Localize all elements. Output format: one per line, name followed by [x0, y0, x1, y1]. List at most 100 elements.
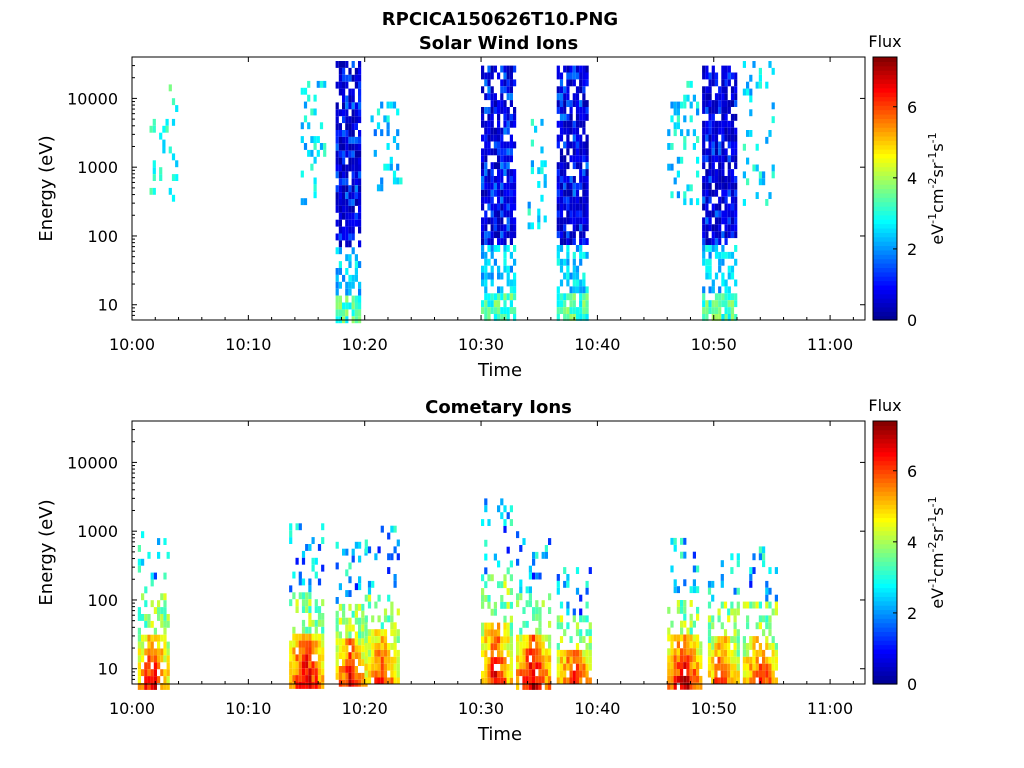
- flux-cell: [683, 101, 687, 109]
- flux-cell: [367, 594, 372, 602]
- flux-cell: [351, 666, 355, 673]
- colorbar-segment: [873, 140, 897, 146]
- y-axis-label: Energy (eV): [36, 499, 57, 605]
- flux-cell: [137, 565, 141, 573]
- flux-cell: [541, 600, 545, 608]
- flux-cell: [572, 279, 576, 287]
- flux-cell: [720, 656, 724, 664]
- flux-cell: [335, 185, 339, 193]
- flux-cell: [714, 649, 718, 657]
- flux-cell: [393, 636, 397, 643]
- flux-cell: [301, 578, 306, 586]
- flux-cell: [137, 558, 141, 566]
- flux-cell: [579, 314, 583, 321]
- flux-cell: [579, 162, 583, 170]
- flux-cell: [506, 217, 510, 225]
- flux-cell: [733, 649, 737, 657]
- colorbar-segment: [873, 543, 897, 549]
- flux-cell: [493, 553, 497, 561]
- flux-cell: [153, 634, 157, 642]
- flux-cell: [509, 650, 513, 658]
- flux-cell: [345, 178, 349, 186]
- flux-cell: [374, 649, 378, 657]
- flux-cell: [723, 656, 728, 664]
- flux-cell: [497, 560, 501, 568]
- colorbar-segment: [873, 267, 897, 273]
- flux-cell: [506, 546, 510, 554]
- flux-cell: [490, 134, 494, 142]
- colorbar-segment: [873, 477, 897, 483]
- flux-cell: [338, 268, 342, 275]
- flux-cell: [670, 537, 674, 545]
- flux-cell: [676, 101, 680, 109]
- flux-cell: [538, 669, 542, 677]
- colorbar-segment: [873, 206, 897, 212]
- flux-cell: [544, 545, 548, 552]
- flux-cell: [396, 656, 400, 664]
- flux-cell: [683, 551, 687, 559]
- flux-cell: [509, 176, 513, 183]
- flux-cell: [490, 162, 494, 170]
- flux-cell: [582, 251, 586, 259]
- flux-cell: [730, 553, 734, 561]
- flux-cell: [163, 669, 167, 677]
- colorbar-segment: [873, 679, 897, 685]
- flux-cell: [377, 546, 381, 554]
- flux-cell: [163, 600, 167, 608]
- flux-cell: [730, 169, 735, 176]
- flux-cell: [163, 538, 167, 545]
- flux-cell: [506, 141, 510, 149]
- flux-cell: [572, 79, 576, 87]
- flux-cell: [720, 649, 724, 657]
- flux-cell: [765, 663, 769, 671]
- flux-cell: [673, 537, 677, 545]
- flux-cell: [497, 224, 501, 232]
- flux-cell: [556, 100, 560, 107]
- flux-cell: [730, 210, 735, 218]
- flux-cell: [500, 670, 504, 678]
- flux-cell: [702, 293, 706, 301]
- flux-cell: [569, 72, 573, 80]
- flux-cell: [673, 662, 677, 669]
- flux-cell: [380, 629, 384, 637]
- flux-cell: [676, 641, 680, 649]
- flux-cell: [323, 143, 327, 150]
- flux-cell: [137, 607, 141, 614]
- flux-cell: [724, 107, 728, 114]
- flux-cell: [358, 130, 362, 137]
- flux-cell: [535, 634, 539, 642]
- flux-cell: [503, 300, 507, 308]
- flux-cell: [314, 626, 318, 634]
- flux-cell: [686, 648, 690, 656]
- flux-cell: [351, 624, 355, 632]
- flux-cell: [484, 643, 488, 651]
- flux-cell: [673, 177, 677, 185]
- flux-cell: [711, 127, 715, 135]
- flux-cell: [749, 580, 753, 588]
- flux-cell: [487, 196, 491, 204]
- flux-cell: [714, 189, 719, 197]
- flux-cell: [686, 129, 690, 137]
- flux-cell: [724, 93, 728, 101]
- flux-cell: [721, 314, 725, 321]
- flux-cell: [335, 247, 339, 255]
- flux-cell: [354, 143, 358, 151]
- flux-cell: [742, 61, 746, 68]
- colorbar-tick-label: 4: [907, 169, 917, 188]
- flux-cell: [338, 164, 342, 172]
- flux-cell: [585, 210, 589, 218]
- flux-cell: [762, 546, 766, 554]
- flux-cell: [538, 676, 542, 683]
- colorbar-segment: [873, 201, 897, 207]
- flux-cell: [585, 65, 589, 73]
- flux-cell: [733, 622, 737, 630]
- flux-cell: [585, 238, 589, 245]
- flux-cell: [749, 74, 753, 82]
- colorbar-segment: [873, 289, 897, 295]
- flux-cell: [348, 672, 352, 680]
- flux-cell: [490, 113, 494, 121]
- flux-cell: [393, 677, 397, 685]
- flux-cell: [367, 670, 372, 678]
- flux-cell: [509, 560, 513, 568]
- flux-cell: [718, 169, 722, 176]
